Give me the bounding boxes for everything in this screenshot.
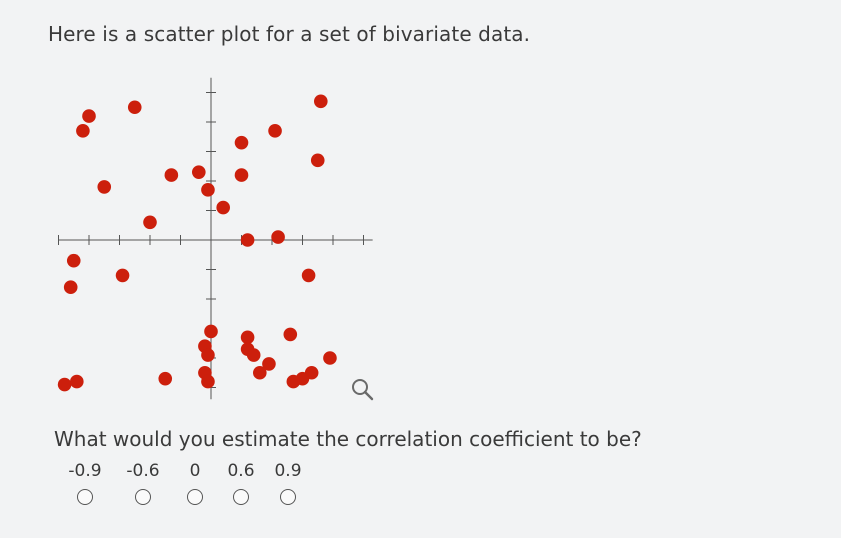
choice-label: -0.9 [68,461,102,481]
data-point [70,374,84,389]
data-point [57,377,72,392]
answer-choices: -0.9 -0.6 0 0.6 0.9 [56,461,312,505]
scatter-plot [57,77,373,400]
data-point [66,253,81,268]
data-point [158,371,173,386]
data-point [310,153,325,168]
data-point [240,330,255,345]
data-point [164,168,179,182]
question-text: What would you estimate the correlation … [54,427,642,451]
data-point [201,183,215,197]
choice-label: -0.6 [126,461,160,481]
radio-button[interactable] [135,489,151,505]
choice-label: 0.6 [227,461,255,481]
data-point [240,233,255,247]
data-point [115,268,130,283]
radio-button[interactable] [233,489,249,505]
choice-0-6[interactable]: 0.6 [218,461,264,505]
radio-button[interactable] [280,489,296,505]
data-point [204,324,218,339]
data-point [262,357,276,371]
data-point [283,327,298,342]
choice-neg-0-6[interactable]: -0.6 [114,461,172,505]
data-point [301,268,316,283]
data-point [63,280,78,295]
data-point [201,348,215,362]
data-point [314,94,328,109]
data-point [192,165,206,179]
data-point [234,135,249,150]
data-point [143,215,157,230]
data-point [76,124,90,138]
data-point [216,200,230,215]
data-point [97,180,112,194]
data-point [246,348,261,362]
data-point [127,100,142,115]
data-point [82,109,96,123]
prompt-text: Here is a scatter plot for a set of biva… [48,22,531,46]
choice-label: 0 [189,461,201,481]
choice-0-9[interactable]: 0.9 [264,461,312,505]
data-point [234,168,249,182]
data-point [271,230,285,244]
choice-label: 0.9 [274,461,302,481]
radio-button[interactable] [77,489,93,505]
data-point [252,365,267,380]
choice-0[interactable]: 0 [172,461,218,505]
data-point [323,351,337,365]
magnifier-icon[interactable] [349,376,377,404]
data-point [286,374,301,389]
data-point [201,374,215,389]
choice-neg-0-9[interactable]: -0.9 [56,461,114,505]
data-point [268,124,282,138]
radio-button[interactable] [187,489,203,505]
